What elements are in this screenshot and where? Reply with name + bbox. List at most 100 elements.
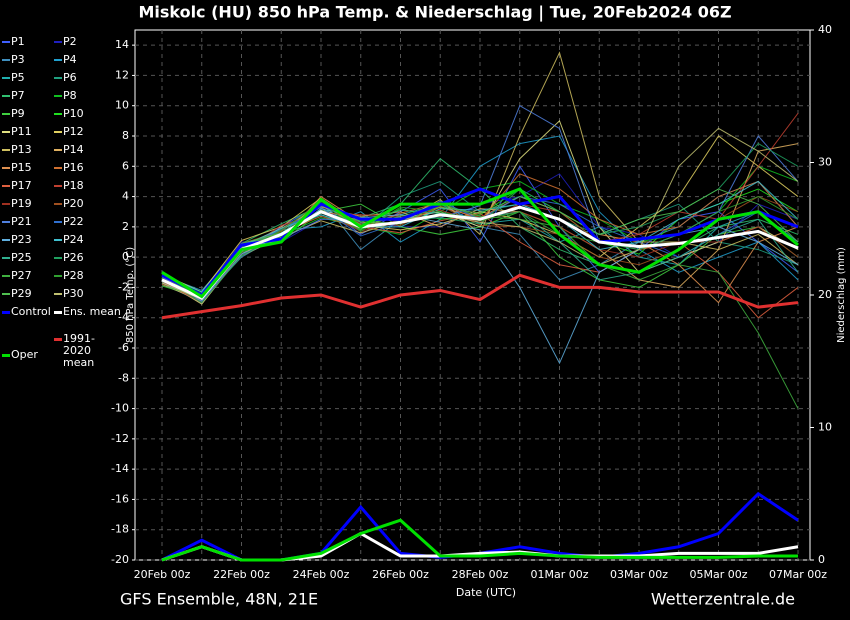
legend-label: P22 [63,215,84,228]
legend-entry: P12 [54,126,122,138]
legend-swatch [54,338,62,341]
y-tick-label: 10 [115,99,129,112]
y-tick-label: -10 [111,402,129,415]
legend-entry: P3 [2,54,70,66]
y-tick-label: -12 [111,432,129,445]
legend-entry: P24 [54,234,122,246]
legend-entry: P9 [2,108,70,120]
precip-line [161,518,798,562]
temp-line [161,205,799,300]
y-tick-label: -20 [111,553,129,566]
chart-title: Miskolc (HU) 850 hPa Temp. & Niederschla… [138,3,731,23]
temp-line [161,180,799,293]
legend-label: P4 [63,53,77,66]
legend-swatch [2,59,10,61]
legend-label: P17 [11,179,32,192]
legend-label: P9 [11,107,25,120]
temp-line [161,188,799,295]
legend-entry: 1991-2020 mean [54,333,122,369]
legend-entry: P11 [2,126,70,138]
legend-swatch [2,149,10,151]
y2-tick-label: 30 [818,156,832,169]
legend-label: P29 [11,287,32,300]
y-tick-label: 6 [122,159,129,172]
legend-swatch [54,257,62,259]
legend-swatch [54,41,62,43]
legend-swatch [2,221,10,223]
legend-swatch [54,221,62,223]
legend-label: Ens. mean [63,305,121,318]
temp-line [161,273,799,320]
legend-swatch [2,95,10,97]
y2-tick-label: 40 [818,23,832,36]
legend-swatch [2,203,10,205]
x-tick-label: 05Mar 00z [689,568,747,581]
y-tick-label: 8 [122,129,129,142]
legend-entry: P20 [54,198,122,210]
y-axis-label: 850 hPa Temp. (°C) [125,247,136,343]
legend-swatch [2,167,10,169]
legend-entry: P19 [2,198,70,210]
legend-swatch [54,239,62,241]
legend-swatch [2,77,10,79]
legend-entry: P16 [54,162,122,174]
legend-label: P3 [11,53,25,66]
legend-entry: P27 [2,270,70,282]
legend-entry: P28 [54,270,122,282]
legend-label: P13 [11,143,32,156]
y-tick-label: 12 [115,68,129,81]
legend-swatch [2,275,10,277]
legend-swatch [54,149,62,151]
legend-label: P14 [63,143,84,156]
y2-tick-label: 0 [818,553,825,566]
legend-entry: P5 [2,72,70,84]
y-tick-label: -2 [118,280,129,293]
legend-label: P16 [63,161,84,174]
y-tick-label: -4 [118,311,129,324]
legend-label: P8 [63,89,77,102]
legend-swatch [2,239,10,241]
legend-entry: Control [2,306,70,318]
legend-swatch [54,185,62,187]
legend-label: P19 [11,197,32,210]
x-tick-label: 26Feb 00z [372,568,429,581]
legend-entry: P18 [54,180,122,192]
y2-tick-label: 20 [818,288,832,301]
y-tick-label: 4 [122,190,129,203]
legend-entry: P6 [54,72,122,84]
legend-label: Control [11,305,51,318]
legend-entry: P2 [54,36,122,48]
legend-entry: P13 [2,144,70,156]
x-tick-label: 20Feb 00z [134,568,191,581]
legend-label: P27 [11,269,32,282]
legend-swatch [54,113,62,115]
legend-label: P30 [63,287,84,300]
legend-entry: P17 [2,180,70,192]
legend-swatch [2,354,10,358]
y-tick-label: -18 [111,523,129,536]
legend-label: P10 [63,107,84,120]
legend-label: P25 [11,251,32,264]
legend-swatch [2,185,10,187]
legend-swatch [54,167,62,169]
legend-label: P6 [63,71,77,84]
temp-line [161,187,799,299]
legend-swatch [54,131,62,133]
legend-swatch [54,275,62,277]
legend-swatch [2,311,10,314]
legend-label: P21 [11,215,32,228]
legend-entry: P14 [54,144,122,156]
x-tick-label: 28Feb 00z [452,568,509,581]
legend-label: 1991-2020 mean [63,332,95,369]
legend-label: P20 [63,197,84,210]
y-tick-label: 2 [122,220,129,233]
legend-swatch [54,311,62,314]
legend-swatch [54,95,62,97]
subtitle: GFS Ensemble, 48N, 21E [120,590,318,609]
temp-line [161,196,799,299]
y-tick-label: -6 [118,341,129,354]
y-tick-label: 0 [122,250,129,263]
legend-entry: P29 [2,288,70,300]
legend-label: Oper [11,348,38,362]
legend-swatch [2,131,10,133]
